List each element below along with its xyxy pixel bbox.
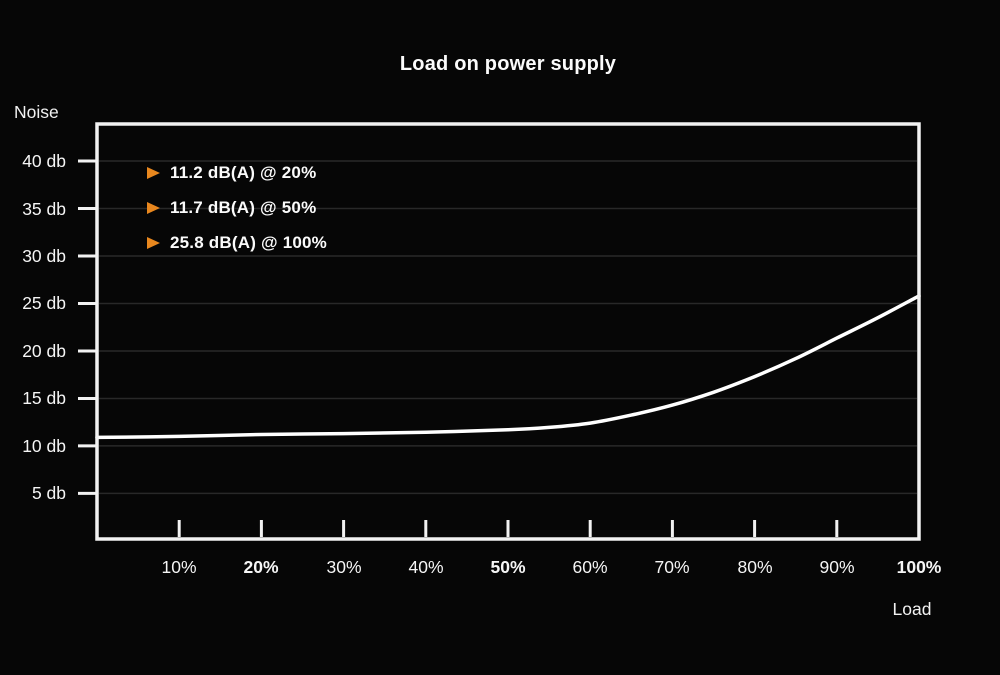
x-tick-label: 70%: [654, 557, 690, 577]
y-axis-title: Noise: [14, 102, 59, 122]
y-tick-label: 30 db: [22, 246, 66, 266]
x-tick-label: 100%: [896, 557, 942, 577]
x-tick-label: 50%: [490, 557, 526, 577]
legend-row: 11.7 dB(A) @ 50%: [147, 197, 327, 218]
x-tick-label: 20%: [243, 557, 279, 577]
y-tick-label: 25 db: [22, 293, 66, 313]
x-tick-label: 10%: [161, 557, 197, 577]
x-tick-label: 60%: [572, 557, 608, 577]
plot-border: [95, 122, 921, 541]
y-tick-label: 5 db: [31, 483, 66, 503]
legend-text: 25.8 dB(A) @ 100%: [170, 232, 327, 252]
x-tick-label: 30%: [326, 557, 362, 577]
triangle-right-icon: [147, 201, 160, 214]
triangle-right-icon: [147, 236, 160, 249]
legend-row: 11.2 dB(A) @ 20%: [147, 162, 327, 183]
x-axis-title: Load: [892, 599, 932, 619]
y-tick-label: 35 db: [22, 199, 66, 219]
y-tick-label: 15 db: [22, 388, 66, 408]
chart-title: Load on power supply: [399, 53, 617, 75]
legend: 11.2 dB(A) @ 20% 11.7 dB(A) @ 50% 25.8 dB(…: [147, 162, 327, 267]
y-tick-label: 20 db: [22, 341, 66, 361]
triangle-right-icon: [147, 166, 160, 179]
noise-curve: [95, 294, 921, 440]
y-tick-label: 10 db: [22, 436, 66, 456]
y-tick-label: 40 db: [22, 151, 66, 171]
x-tick-label: 80%: [737, 557, 773, 577]
legend-text: 11.2 dB(A) @ 20%: [170, 162, 317, 182]
legend-row: 25.8 dB(A) @ 100%: [147, 232, 327, 253]
legend-text: 11.7 dB(A) @ 50%: [170, 197, 317, 217]
x-tick-label: 90%: [819, 557, 855, 577]
x-tick-label: 40%: [408, 557, 444, 577]
